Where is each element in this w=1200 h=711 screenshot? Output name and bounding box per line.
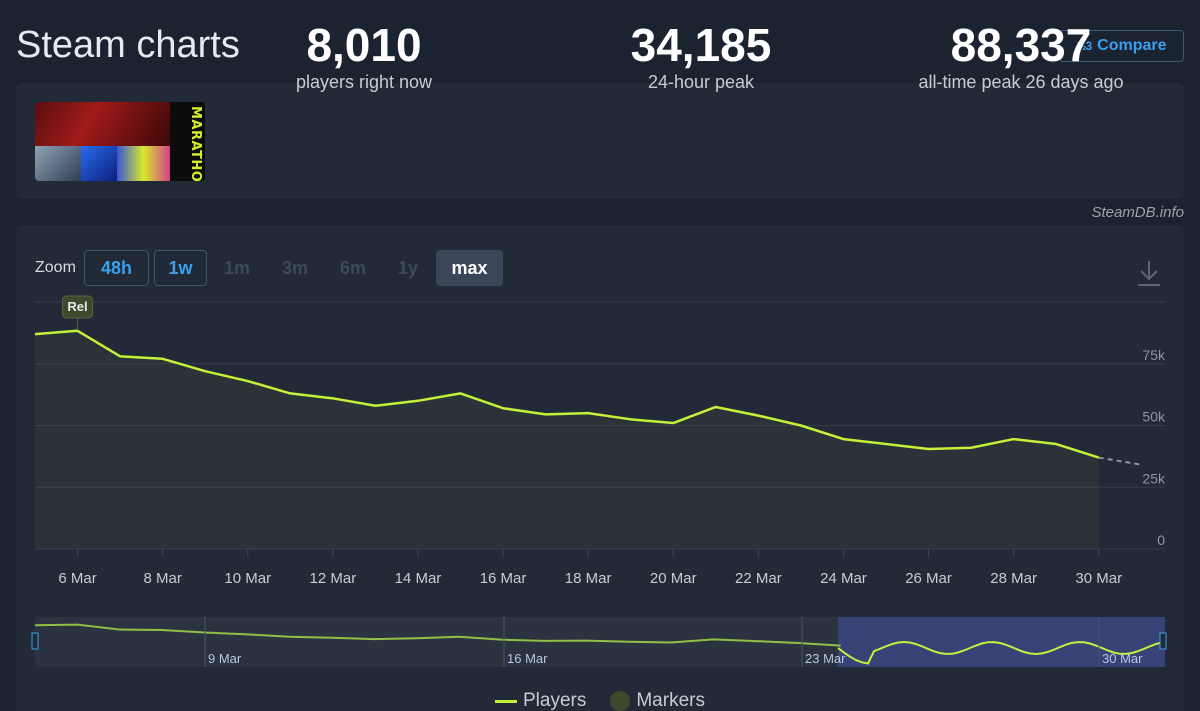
stat-current-players: 8,010 players right now <box>264 20 464 93</box>
legend-players-label: Players <box>523 690 587 711</box>
page-title: Steam charts <box>16 24 240 66</box>
credit-link[interactable]: SteamDB.info <box>1091 204 1184 221</box>
projection-line <box>1098 456 1141 466</box>
x-tick-label: 10 Mar <box>224 570 271 587</box>
legend-players[interactable]: Players <box>495 690 586 711</box>
stat-label: all-time peak 26 days ago <box>918 72 1124 92</box>
navigator-handle-right <box>1159 632 1167 650</box>
y-tick-label: 50k <box>1142 409 1166 425</box>
x-tick-label: 24 Mar <box>820 570 867 587</box>
zoom-3m-button[interactable]: 3m <box>281 257 308 278</box>
navigator-line <box>34 623 841 647</box>
zoom-48h-button[interactable]: 48h <box>84 250 149 286</box>
zoom-6m-button[interactable]: 6m <box>339 257 366 278</box>
stat-value: 34,185 <box>630 19 772 71</box>
navigator-label: 16 Mar <box>507 651 548 666</box>
x-tick-label: 30 Mar <box>1075 570 1122 587</box>
x-tick-label: 22 Mar <box>735 570 782 587</box>
stat-24h-peak: 34,185 24-hour peak <box>601 20 801 93</box>
chart-legend: Players Markers <box>0 690 1200 711</box>
x-tick-label: 20 Mar <box>650 570 697 587</box>
stats-panel: MARATHON <box>16 83 1184 199</box>
x-tick-label: 6 Mar <box>58 570 96 587</box>
compare-button[interactable]: ½3 Compare <box>1059 30 1184 62</box>
x-tick-label: 8 Mar <box>143 570 181 587</box>
stat-value: 88,337 <box>950 19 1092 71</box>
zoom-1m-button[interactable]: 1m <box>223 257 250 278</box>
game-logo: MARATHON <box>188 106 203 181</box>
stat-all-time-peak: 88,337 all-time peak 26 days ago <box>896 20 1146 93</box>
zoom-1y-button[interactable]: 1y <box>397 257 419 278</box>
x-tick-label: 12 Mar <box>310 570 357 587</box>
game-thumbnail[interactable]: MARATHON <box>35 102 205 181</box>
zoom-max-button[interactable]: max <box>436 250 503 286</box>
series-line-players <box>34 329 1100 459</box>
compare-label: Compare <box>1097 37 1167 54</box>
navigator-label: 23 Mar <box>805 651 846 666</box>
stat-label: players right now <box>295 72 433 92</box>
x-tick-label: 26 Mar <box>905 570 952 587</box>
legend-line-swatch <box>495 699 517 703</box>
navigator-label: 9 Mar <box>208 651 242 666</box>
release-marker-label: Rel <box>67 299 87 314</box>
y-tick-label: 25k <box>1142 470 1166 486</box>
series-area <box>35 330 1099 549</box>
x-tick-label: 28 Mar <box>990 570 1037 587</box>
download-icon[interactable] <box>1136 259 1162 287</box>
legend-markers[interactable]: Markers <box>610 690 705 711</box>
x-tick-label: 16 Mar <box>480 570 527 587</box>
zoom-1w-button[interactable]: 1w <box>154 250 207 286</box>
y-tick-label: 75k <box>1142 347 1166 363</box>
zoom-label: Zoom <box>35 259 76 276</box>
y-tick-label: 0 <box>1157 532 1165 548</box>
stat-value: 8,010 <box>306 19 422 71</box>
navigator-selection <box>838 617 1165 667</box>
fraction-icon: ½3 <box>1076 39 1092 53</box>
navigator-recent-line <box>837 640 1163 665</box>
navigator-label: 30 Mar <box>1102 651 1143 666</box>
x-tick-label: 14 Mar <box>395 570 442 587</box>
x-tick-label: 18 Mar <box>565 570 612 587</box>
legend-dot-swatch <box>610 691 631 711</box>
navigator-handle-left <box>31 632 39 650</box>
stat-label: 24-hour peak <box>647 72 755 92</box>
legend-markers-label: Markers <box>636 690 705 711</box>
